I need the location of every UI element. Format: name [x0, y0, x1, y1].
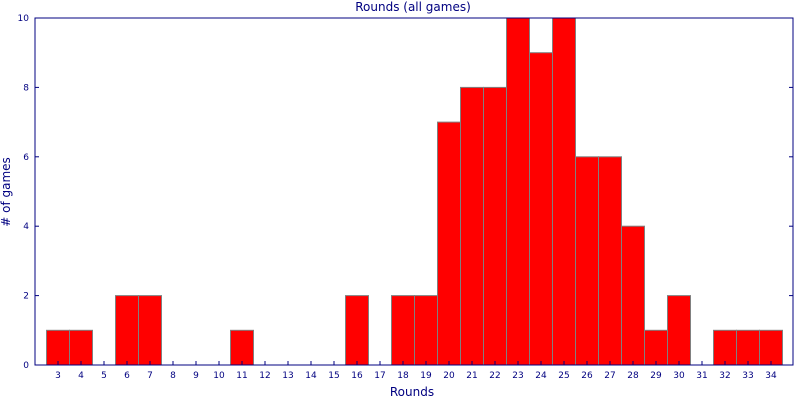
bar-30 — [667, 295, 691, 366]
y-tick-label: 2 — [23, 292, 29, 302]
bar-26 — [575, 156, 599, 366]
bar-11 — [230, 329, 254, 366]
x-tick-label: 27 — [604, 371, 615, 381]
y-tick-label: 0 — [23, 361, 29, 371]
x-tick-label: 32 — [719, 371, 730, 381]
x-axis-label: Rounds — [390, 385, 434, 399]
bar-34 — [759, 329, 783, 366]
bar-20 — [437, 121, 461, 366]
bar-7 — [138, 295, 162, 366]
x-tick-label: 9 — [193, 371, 199, 381]
chart-title: Rounds (all games) — [355, 0, 471, 14]
bar-18 — [391, 295, 415, 366]
x-tick-label: 34 — [765, 371, 777, 381]
bar-29 — [644, 329, 668, 366]
x-tick-label: 7 — [147, 371, 153, 381]
x-tick-label: 21 — [466, 371, 477, 381]
bar-3 — [46, 329, 70, 366]
x-tick-label: 26 — [581, 371, 593, 381]
bar-32 — [713, 329, 737, 366]
bar-21 — [460, 86, 484, 366]
bar-19 — [414, 295, 438, 366]
y-axis-label: # of games — [0, 157, 13, 227]
bar-27 — [598, 156, 622, 366]
x-tick-label: 20 — [443, 371, 455, 381]
y-tick-label: 6 — [23, 153, 29, 163]
x-tick-label: 28 — [627, 371, 639, 381]
bar-22 — [483, 86, 507, 366]
x-tick-label: 16 — [351, 371, 363, 381]
bar-33 — [736, 329, 760, 366]
x-tick-label: 23 — [512, 371, 523, 381]
x-tick-label: 19 — [420, 371, 432, 381]
x-tick-label: 12 — [259, 371, 270, 381]
bar-4 — [69, 329, 93, 366]
x-tick-label: 25 — [558, 371, 569, 381]
x-tick-label: 29 — [650, 371, 662, 381]
x-tick-label: 31 — [696, 371, 707, 381]
bar-6 — [115, 295, 139, 366]
y-tick-label: 4 — [23, 222, 29, 232]
x-tick-label: 15 — [328, 371, 339, 381]
x-tick-label: 18 — [397, 371, 409, 381]
bar-24 — [529, 52, 553, 366]
y-tick-label: 8 — [23, 83, 29, 93]
x-tick-label: 4 — [78, 371, 84, 381]
y-tick-label: 10 — [18, 14, 30, 24]
bar-25 — [552, 17, 576, 366]
x-tick-label: 14 — [305, 371, 317, 381]
x-tick-label: 24 — [535, 371, 547, 381]
x-ticks-group: 3 4 5 6 7 8 9 10 11 12 13 14 15 16 17 18 19 20 21 22 23 24 25 2… — [55, 361, 777, 381]
plot-frame — [34, 17, 794, 366]
x-tick-label: 17 — [374, 371, 385, 381]
x-tick-label: 13 — [282, 371, 293, 381]
x-tick-label: 33 — [742, 371, 753, 381]
x-tick-label: 5 — [101, 371, 107, 381]
x-tick-label: 11 — [236, 371, 247, 381]
x-tick-label: 8 — [170, 371, 176, 381]
bar-16 — [345, 295, 369, 366]
x-tick-label: 10 — [213, 371, 225, 381]
x-tick-label: 30 — [673, 371, 685, 381]
x-tick-label: 22 — [489, 371, 500, 381]
x-tick-label: 6 — [124, 371, 130, 381]
bar-28 — [621, 225, 645, 366]
x-tick-label: 3 — [55, 371, 61, 381]
bar-23 — [506, 17, 530, 366]
